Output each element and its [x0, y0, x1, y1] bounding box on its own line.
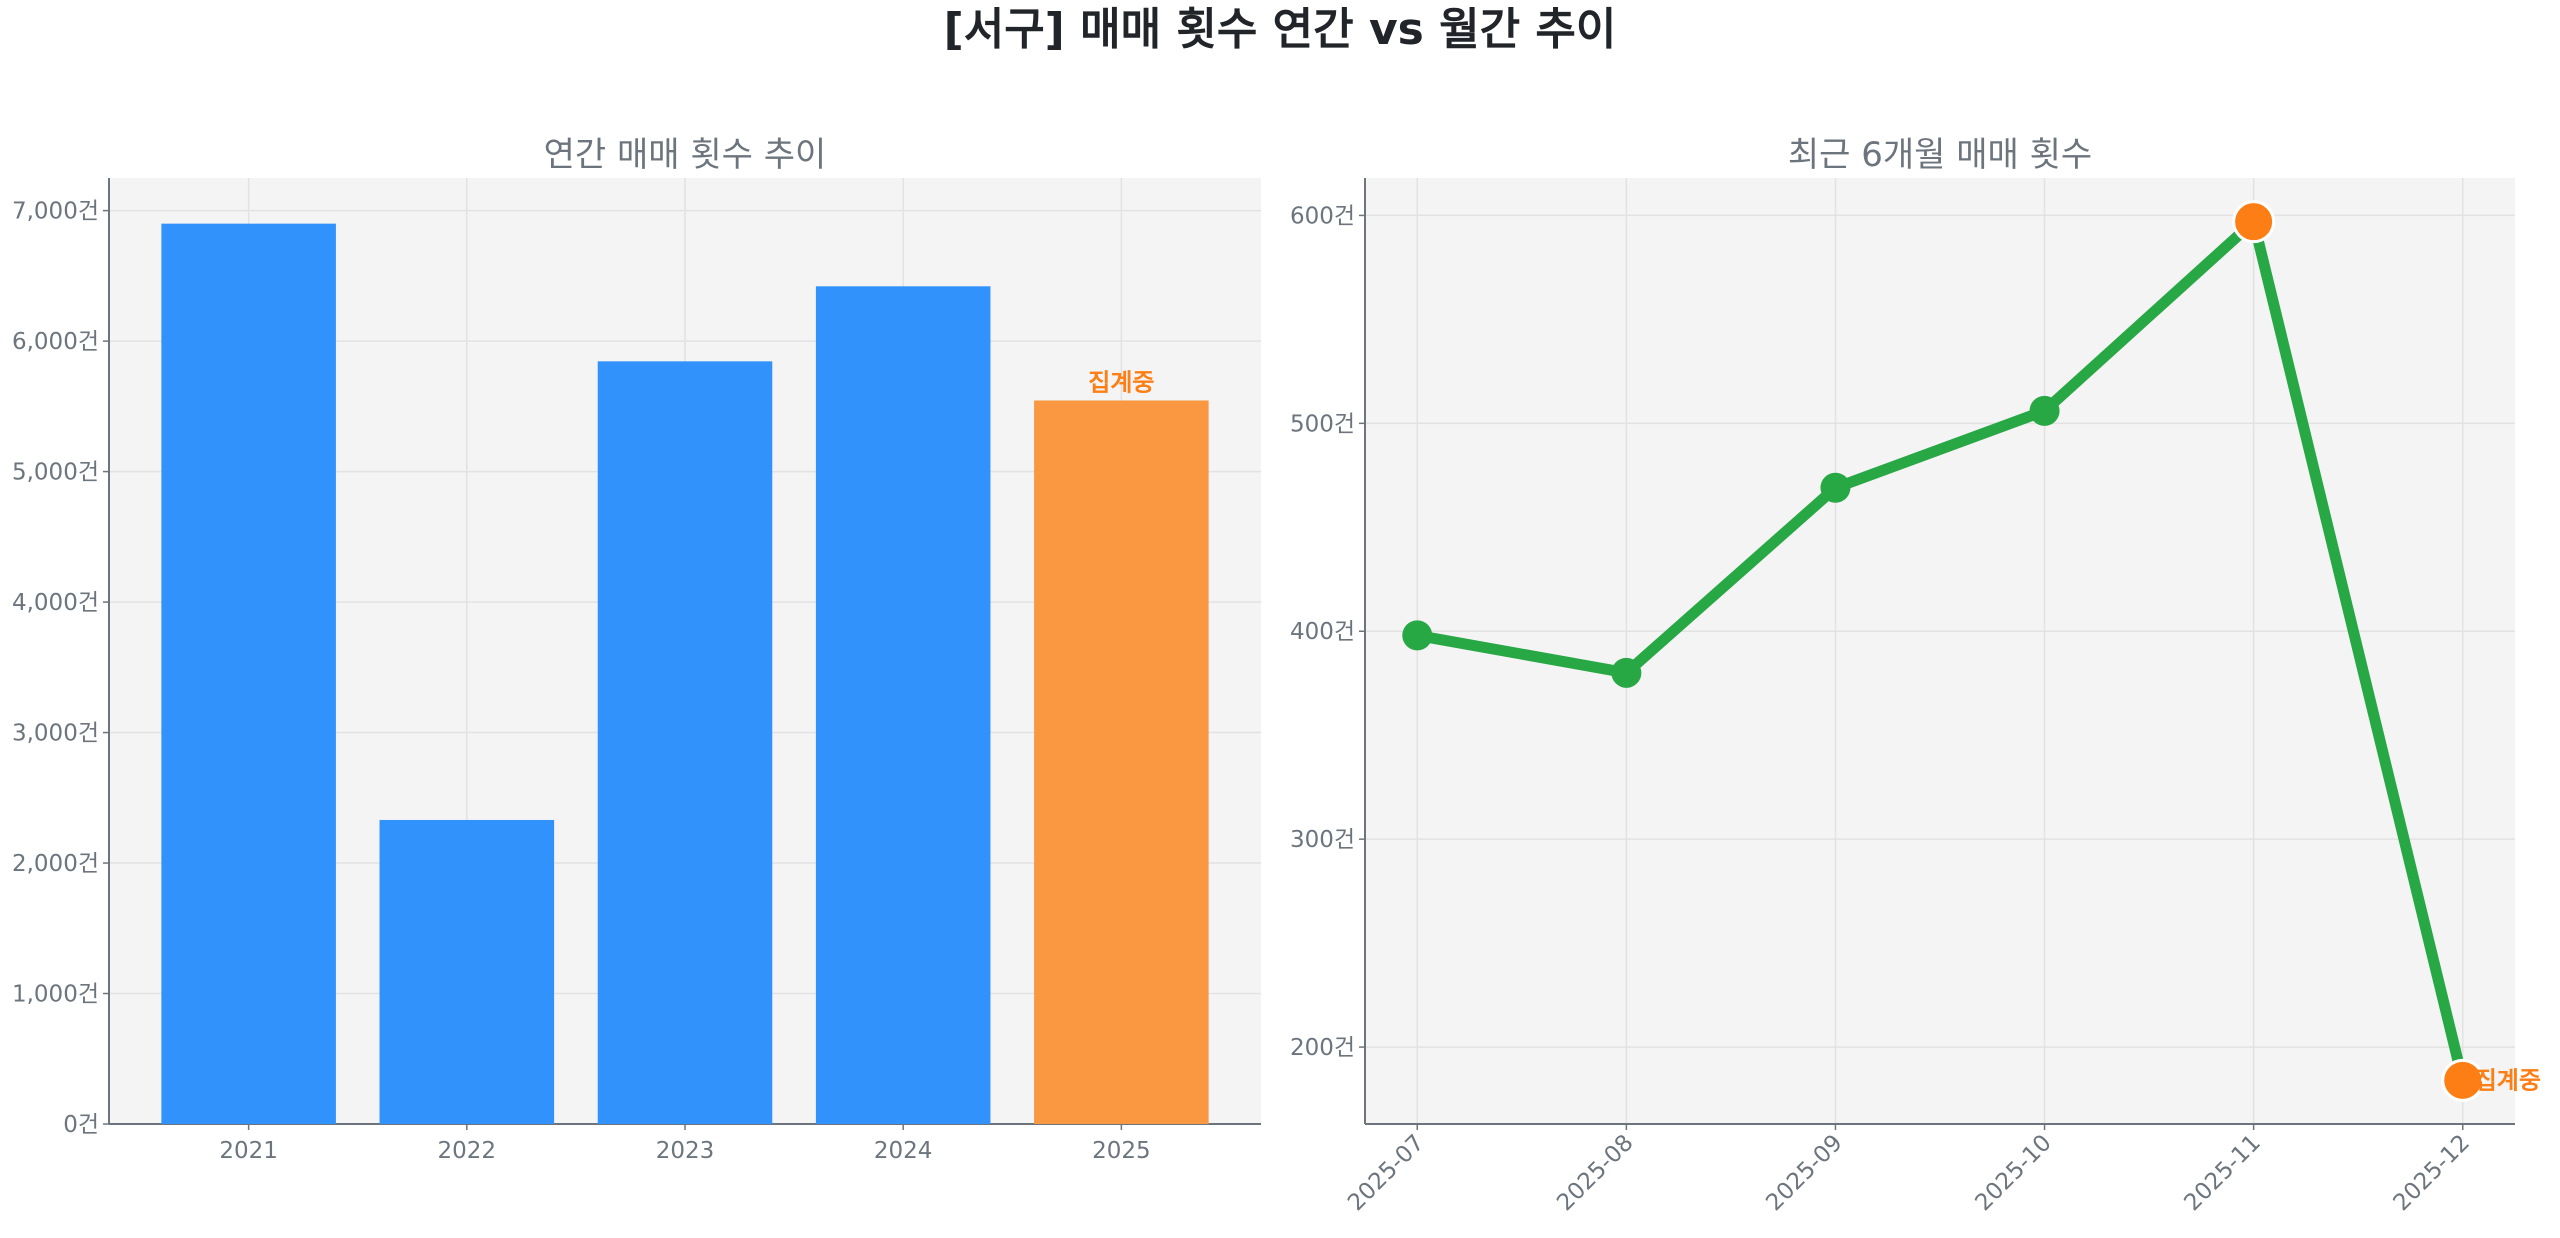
y-tick-label: 200건: [1290, 1035, 1355, 1061]
chart-title: 연간 매매 횟수 추이: [544, 135, 827, 175]
partial-annotation: 집계중: [1088, 368, 1154, 396]
y-tick-label: 500건: [1290, 411, 1355, 437]
monthly-line-chart: 200건 300건 400건 500건 600건 2025-07 2025-08 2025-0…: [1290, 135, 2541, 1216]
bar-2023: [597, 361, 773, 1125]
x-tick-label: 2024: [874, 1138, 933, 1164]
series-line: [1416, 216, 2469, 1082]
x-tick-label: 2025-11: [2180, 1130, 2266, 1216]
y-tick-label: 6,000건: [12, 329, 99, 355]
x-tick-label: 2025-08: [1552, 1130, 1638, 1216]
y-tick-label: 4,000건: [12, 590, 99, 616]
y-tick-label: 0건: [63, 1112, 99, 1138]
x-tick-label: 2021: [219, 1138, 278, 1164]
x-tick-label: 2025-09: [1761, 1130, 1847, 1216]
annual-bar-chart: 0건 1,000건 2,000건 3,000건 4,000건 5,000건 6,000건 7,…: [12, 135, 1261, 1164]
y-tick-label: 400건: [1290, 619, 1355, 645]
x-tick-label: 2022: [438, 1138, 497, 1164]
data-point-2025-08: [1611, 657, 1642, 688]
y-tick-label: 2,000건: [12, 851, 99, 877]
y-tick-label: 7,000건: [12, 199, 99, 225]
data-point-2025-07: [1402, 620, 1433, 651]
x-tick-label: 2023: [656, 1138, 715, 1164]
bar-2024: [815, 286, 991, 1125]
partial-annotation: 집계중: [2475, 1066, 2541, 1094]
y-tick-label: 5,000건: [12, 460, 99, 486]
data-point-2025-09: [1820, 472, 1851, 503]
x-tick-label: 2025-07: [1343, 1130, 1429, 1216]
highlight-point-2025-12: [2441, 1058, 2485, 1102]
bar-2022: [379, 819, 555, 1124]
y-tick-label: 600건: [1290, 203, 1355, 229]
x-tick-label: 2025: [1092, 1138, 1151, 1164]
x-tick-label: 2025-12: [2389, 1130, 2475, 1216]
y-tick-label: 300건: [1290, 827, 1355, 853]
y-tick-label: 1,000건: [12, 982, 99, 1008]
chart-title: 최근 6개월 매매 횟수: [1788, 135, 2092, 175]
bar-2025: [1034, 400, 1209, 1124]
plot-area: [1365, 178, 2515, 1124]
highlight-point-2025-11: [2232, 200, 2276, 244]
bar-2021: [161, 223, 336, 1125]
x-tick-label: 2025-10: [1970, 1130, 2056, 1216]
figure-title: [서구] 매매 횟수 연간 vs 월간 추이: [944, 4, 1617, 55]
data-point-2025-10: [2029, 395, 2060, 426]
y-tick-label: 3,000건: [12, 721, 99, 747]
